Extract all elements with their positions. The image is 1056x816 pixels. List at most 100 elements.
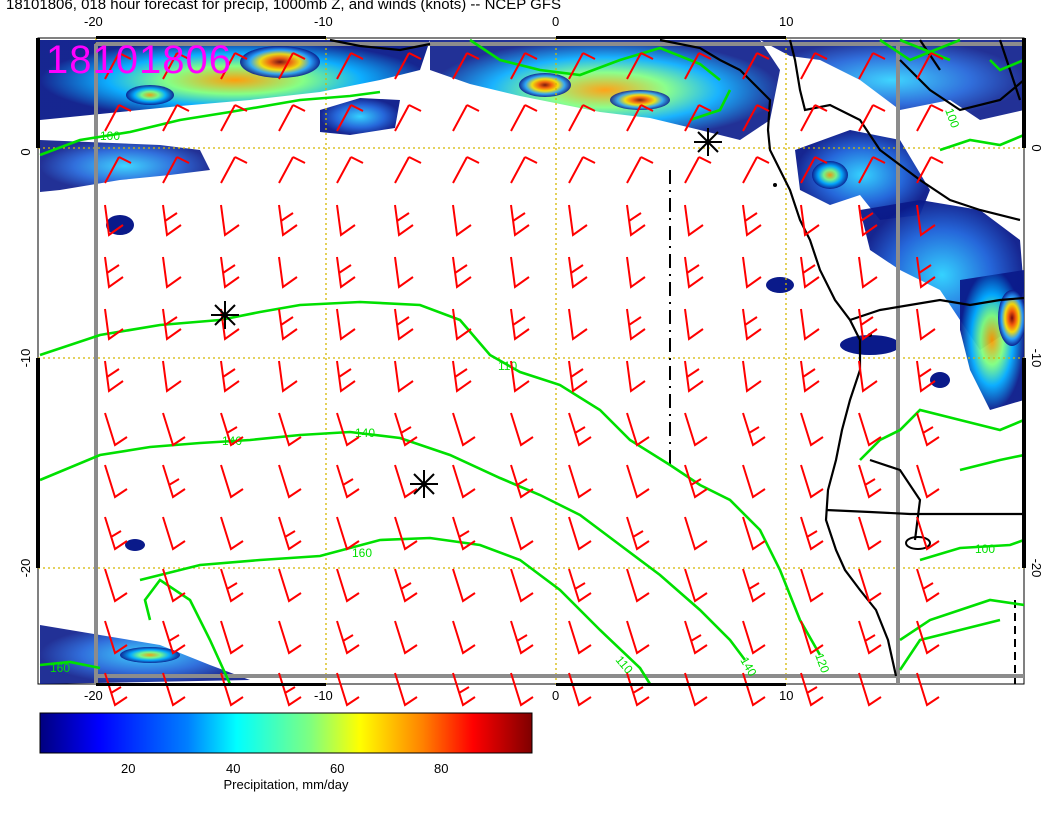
wind-barb xyxy=(568,568,592,603)
lat-tick: -10 xyxy=(18,349,33,368)
wind-barb xyxy=(104,568,128,603)
wind-barb xyxy=(742,360,762,393)
wind-barb xyxy=(858,360,878,393)
wind-barb xyxy=(394,104,422,132)
wind-barb xyxy=(742,104,770,132)
colorbar-tick: 60 xyxy=(330,761,344,776)
wind-barb xyxy=(742,620,766,655)
wind-barb xyxy=(858,412,882,447)
wind-barb xyxy=(684,308,704,341)
contour-label: 140 xyxy=(355,426,375,440)
wind-barb xyxy=(800,568,824,603)
wind-barb xyxy=(336,104,364,132)
wind-barb xyxy=(162,568,186,603)
wind-barb xyxy=(394,516,418,551)
wind-barb xyxy=(510,568,534,603)
wind-barb xyxy=(858,464,882,499)
precip-field xyxy=(40,40,1024,684)
wind-barb xyxy=(568,360,588,393)
wind-barb xyxy=(626,412,650,447)
wind-barb xyxy=(626,204,646,237)
colorbar-tick: 20 xyxy=(121,761,135,776)
wind-barb xyxy=(336,412,360,447)
wind-barb xyxy=(104,104,132,132)
wind-barb xyxy=(452,156,480,184)
low-marker xyxy=(410,470,438,498)
wind-barb xyxy=(800,104,828,132)
wind-barb xyxy=(336,464,360,499)
wind-barb xyxy=(336,672,360,707)
lat-tick: -20 xyxy=(18,559,33,578)
low-marker xyxy=(211,301,239,329)
wind-barb xyxy=(568,204,588,237)
wind-barb xyxy=(568,52,596,80)
wind-barb xyxy=(916,256,936,289)
contour-label: 120 xyxy=(812,651,832,675)
wind-barb xyxy=(742,412,766,447)
wind-barb xyxy=(278,620,302,655)
wind-barb xyxy=(452,412,476,447)
wind-barb xyxy=(104,256,124,289)
lon-axis-top: -20 -10 0 10 xyxy=(84,14,793,29)
contour-label: 100 xyxy=(100,129,120,143)
wind-barb xyxy=(684,464,708,499)
wind-barb xyxy=(800,204,820,237)
wind-barb xyxy=(278,156,306,184)
wind-barb xyxy=(510,464,534,499)
wind-barb xyxy=(916,672,940,707)
wind-barb xyxy=(858,156,886,184)
wind-barb xyxy=(916,52,944,80)
wind-barb xyxy=(162,204,182,237)
domain-box xyxy=(94,42,1024,684)
wind-barb xyxy=(858,104,886,132)
wind-barb xyxy=(626,52,654,80)
wind-barb xyxy=(220,360,240,393)
wind-barb xyxy=(568,156,596,184)
wind-barb xyxy=(104,620,128,655)
wind-barb xyxy=(394,620,418,655)
wind-barb xyxy=(510,308,530,341)
wind-barb xyxy=(858,204,878,237)
wind-barb xyxy=(800,52,828,80)
wind-barb xyxy=(510,52,538,80)
wind-barb xyxy=(452,672,476,707)
wind-barb xyxy=(452,464,476,499)
wind-barb xyxy=(452,308,472,341)
wind-barb xyxy=(858,256,878,289)
lon-tick: -10 xyxy=(314,14,333,29)
wind-barb xyxy=(278,52,306,80)
wind-barb xyxy=(568,464,592,499)
wind-barb xyxy=(162,308,182,341)
axis-bars xyxy=(36,36,1026,686)
wind-barb xyxy=(220,568,244,603)
wind-barb xyxy=(568,308,588,341)
wind-barb xyxy=(394,204,414,237)
wind-barb xyxy=(916,568,940,603)
lon-tick: -20 xyxy=(84,14,103,29)
wind-barb xyxy=(452,516,476,551)
wind-barb xyxy=(800,156,828,184)
colorbar: 20 40 60 80 Precipitation, mm/day xyxy=(39,712,533,792)
wind-barb xyxy=(336,52,364,80)
wind-barb xyxy=(278,412,302,447)
wind-barb xyxy=(626,516,650,551)
wind-barb xyxy=(336,256,356,289)
lat-tick: -10 xyxy=(1029,349,1044,368)
wind-barb xyxy=(278,360,298,393)
wind-barb xyxy=(742,568,766,603)
wind-barb xyxy=(278,308,298,341)
wind-barb xyxy=(510,672,534,707)
wind-barb xyxy=(162,620,186,655)
wind-barb xyxy=(278,204,298,237)
wind-barb xyxy=(336,516,360,551)
contour-label: 140 xyxy=(222,434,242,448)
colorbar-tick: 40 xyxy=(226,761,240,776)
wind-barb xyxy=(394,156,422,184)
lon-tick: -10 xyxy=(314,688,333,703)
wind-barb xyxy=(684,204,704,237)
wind-barb xyxy=(742,464,766,499)
wind-barb xyxy=(452,204,472,237)
lon-axis-bottom: -20 -10 0 10 xyxy=(84,688,793,703)
lat-axis-right: 0 -10 -20 xyxy=(1029,144,1044,577)
wind-barb xyxy=(452,568,476,603)
